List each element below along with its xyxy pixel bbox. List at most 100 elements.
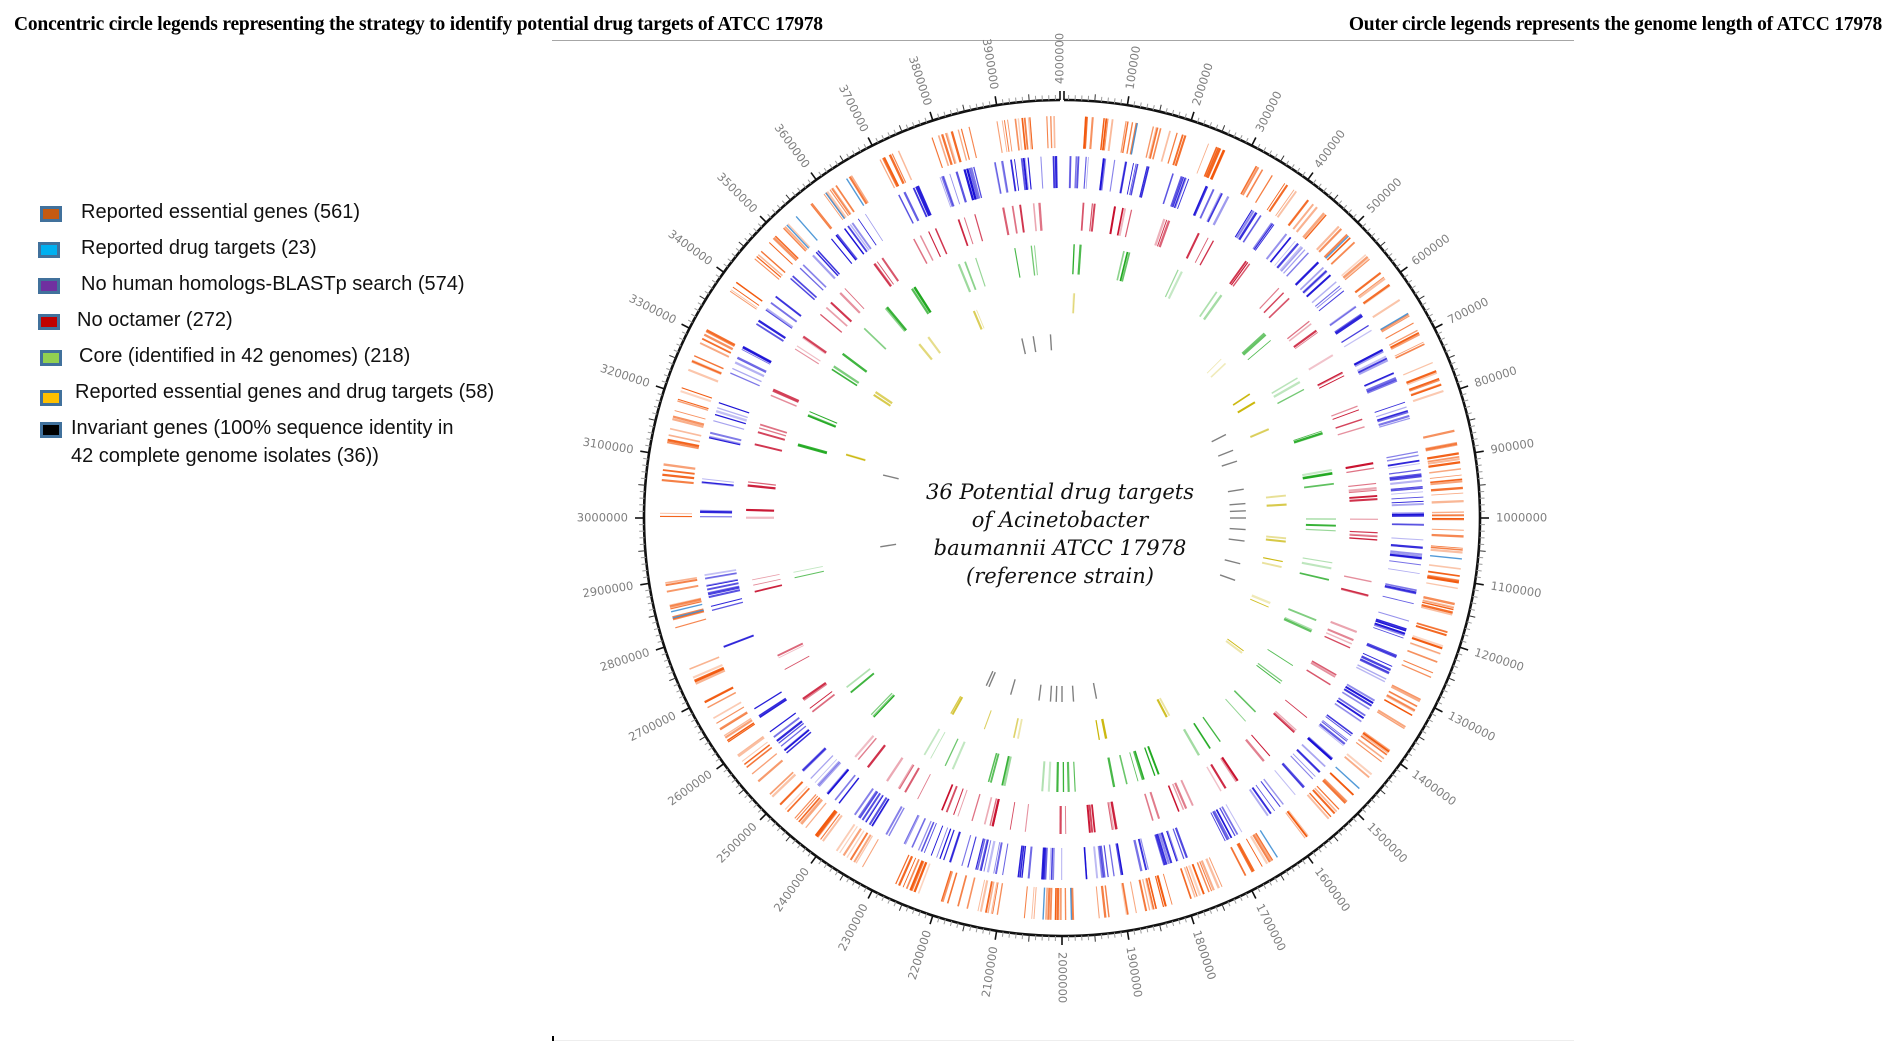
minor-tick: [1139, 102, 1142, 108]
gene-segment: [898, 194, 914, 224]
gene-segment: [1354, 272, 1382, 294]
gene-segment: [1349, 494, 1378, 499]
gene-segment: [784, 729, 810, 752]
gene-segment: [815, 251, 839, 277]
tick-label: 400000: [1311, 127, 1348, 171]
minor-tick: [1475, 457, 1481, 460]
gene-segment: [1388, 469, 1421, 475]
gene-segment: [1375, 406, 1407, 418]
gene-segment: [1193, 186, 1209, 217]
minor-tick: [657, 640, 663, 643]
gene-segment: [1107, 802, 1115, 830]
gene-segment: [1172, 828, 1185, 860]
gene-segment: [1126, 122, 1134, 154]
gene-segment: [1085, 156, 1089, 189]
minor-tick: [1279, 155, 1285, 162]
gene-segment: [968, 126, 977, 159]
minor-tick: [757, 808, 763, 813]
minor-tick: [1028, 934, 1030, 942]
major-tick: [1474, 450, 1484, 454]
minor-tick: [1387, 253, 1393, 258]
gene-segment: [1341, 691, 1370, 710]
minor-tick: [802, 847, 807, 853]
minor-tick: [898, 903, 903, 911]
gene-segment: [1391, 500, 1424, 504]
minor-tick: [988, 929, 991, 935]
minor-tick: [1215, 124, 1219, 130]
gene-segment: [784, 655, 810, 670]
gene-segment: [1217, 449, 1234, 457]
gene-segment: [1029, 117, 1034, 150]
gene-segment: [1344, 257, 1370, 280]
major-tick: [810, 855, 817, 864]
minor-tick: [1107, 97, 1109, 103]
gene-segment: [937, 135, 950, 167]
minor-tick: [791, 191, 796, 197]
tick-label: 900000: [1489, 436, 1535, 457]
gene-segment: [1225, 640, 1243, 654]
ring-no-human-homologs-blastp-search: [700, 156, 1424, 881]
gene-segment: [706, 579, 739, 587]
minor-tick: [1221, 903, 1226, 911]
gene-segment: [1381, 315, 1410, 333]
gene-segment: [1208, 857, 1223, 887]
minor-tick: [753, 803, 758, 808]
gene-segment: [983, 840, 992, 872]
gene-segment: [754, 258, 780, 280]
minor-tick: [1328, 191, 1333, 197]
gene-segment: [851, 222, 872, 250]
gene-segment: [1177, 178, 1190, 210]
minor-tick: [744, 794, 749, 799]
gene-segment: [1116, 843, 1124, 875]
gene-segment: [1157, 219, 1168, 247]
gene-segment: [1160, 130, 1171, 162]
gene-segment: [987, 752, 998, 783]
minor-tick: [652, 621, 658, 624]
minor-tick: [772, 822, 777, 827]
minor-tick: [1317, 847, 1322, 853]
minor-tick: [969, 105, 972, 111]
gene-segment: [752, 574, 780, 581]
gene-segment: [976, 309, 985, 329]
minor-tick: [648, 615, 656, 618]
center-label-line: of Acinetobacter: [971, 508, 1149, 532]
minor-tick: [1301, 859, 1306, 865]
gene-segment: [1052, 847, 1055, 880]
gene-segment: [1362, 283, 1391, 305]
gene-segment: [1299, 266, 1325, 291]
gene-segment: [1001, 160, 1008, 193]
minor-tick: [1120, 99, 1123, 105]
gene-segment: [1292, 753, 1316, 777]
gene-segment: [775, 296, 802, 317]
gene-segment: [1049, 334, 1053, 351]
gene-segment: [1140, 166, 1150, 198]
gene-segment: [1260, 780, 1281, 808]
minor-tick: [1445, 683, 1451, 687]
gene-segment: [899, 764, 915, 790]
gene-segment: [667, 441, 699, 450]
gene-segment: [1426, 582, 1458, 590]
gene-segment: [1199, 861, 1213, 892]
minor-tick: [748, 232, 754, 238]
gene-segment: [1024, 803, 1030, 832]
minor-tick: [1366, 803, 1371, 808]
gene-segment: [807, 414, 836, 428]
gene-segment: [1354, 350, 1384, 368]
gene-segment: [882, 474, 899, 480]
gene-segment: [757, 759, 784, 783]
gene-segment: [928, 231, 941, 258]
minor-tick: [797, 187, 802, 193]
gene-segment: [1215, 809, 1232, 839]
minor-tick: [1152, 105, 1155, 111]
gene-segment: [1335, 418, 1363, 429]
ring-no-octamer: [745, 202, 1378, 835]
gene-segment: [819, 313, 843, 333]
gene-segment: [1224, 559, 1241, 565]
gene-segment: [1288, 323, 1312, 342]
tick-label: 1100000: [1490, 578, 1543, 600]
gene-segment: [1430, 548, 1463, 554]
major-tick: [716, 763, 725, 770]
gene-segment: [796, 795, 819, 821]
minor-tick: [1366, 228, 1371, 233]
gene-segment: [1354, 271, 1381, 293]
